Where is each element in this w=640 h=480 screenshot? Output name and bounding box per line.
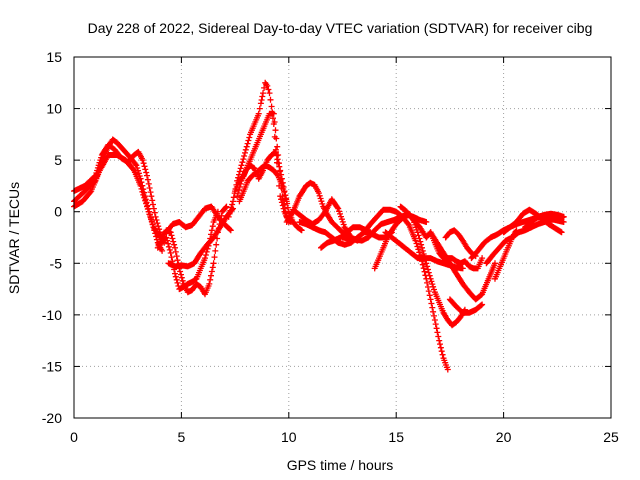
series-arc5 <box>159 208 221 293</box>
series-arc23 <box>446 296 486 316</box>
point-markers <box>446 296 486 316</box>
x-tick-label: 20 <box>496 429 512 445</box>
point-markers <box>492 227 520 282</box>
y-tick-labels: -20 -15 -10 -5 0 5 10 15 <box>42 49 62 426</box>
point-markers <box>500 206 565 236</box>
x-axis-label: GPS time / hours <box>287 457 394 473</box>
y-axis-label: SDTVAR / TECUs <box>6 182 22 294</box>
point-markers <box>522 210 567 231</box>
series-arc8 <box>225 79 292 225</box>
x-tick-label: 15 <box>388 429 404 445</box>
y-tick-label: -20 <box>42 410 62 426</box>
x-tick-labels: 0 5 10 15 20 25 <box>70 429 619 445</box>
y-tick-label: -15 <box>42 358 62 374</box>
y-tick-label: -10 <box>42 307 62 323</box>
x-tick-label: 25 <box>603 429 619 445</box>
point-markers <box>159 208 221 293</box>
x-tick-label: 10 <box>281 429 297 445</box>
y-tick-label: 0 <box>54 204 62 220</box>
y-tick-label: 10 <box>46 101 62 117</box>
axis-ticks <box>73 56 612 419</box>
series-arc21 <box>427 229 498 303</box>
y-tick-label: -5 <box>50 255 63 271</box>
data-points <box>71 79 567 373</box>
y-tick-label: 5 <box>54 152 62 168</box>
grid-lines <box>74 57 611 418</box>
series-arc28 <box>522 210 567 231</box>
point-markers <box>236 162 290 205</box>
y-tick-label: 15 <box>46 49 62 65</box>
x-tick-label: 5 <box>178 429 186 445</box>
point-markers <box>427 229 498 303</box>
series-arc26 <box>492 227 520 282</box>
series-arc27 <box>500 206 565 236</box>
chart-title: Day 228 of 2022, Sidereal Day-to-day VTE… <box>88 20 593 36</box>
series-arc11 <box>236 162 290 205</box>
x-tick-label: 0 <box>70 429 78 445</box>
point-markers <box>225 79 292 225</box>
plot-frame <box>73 56 612 419</box>
